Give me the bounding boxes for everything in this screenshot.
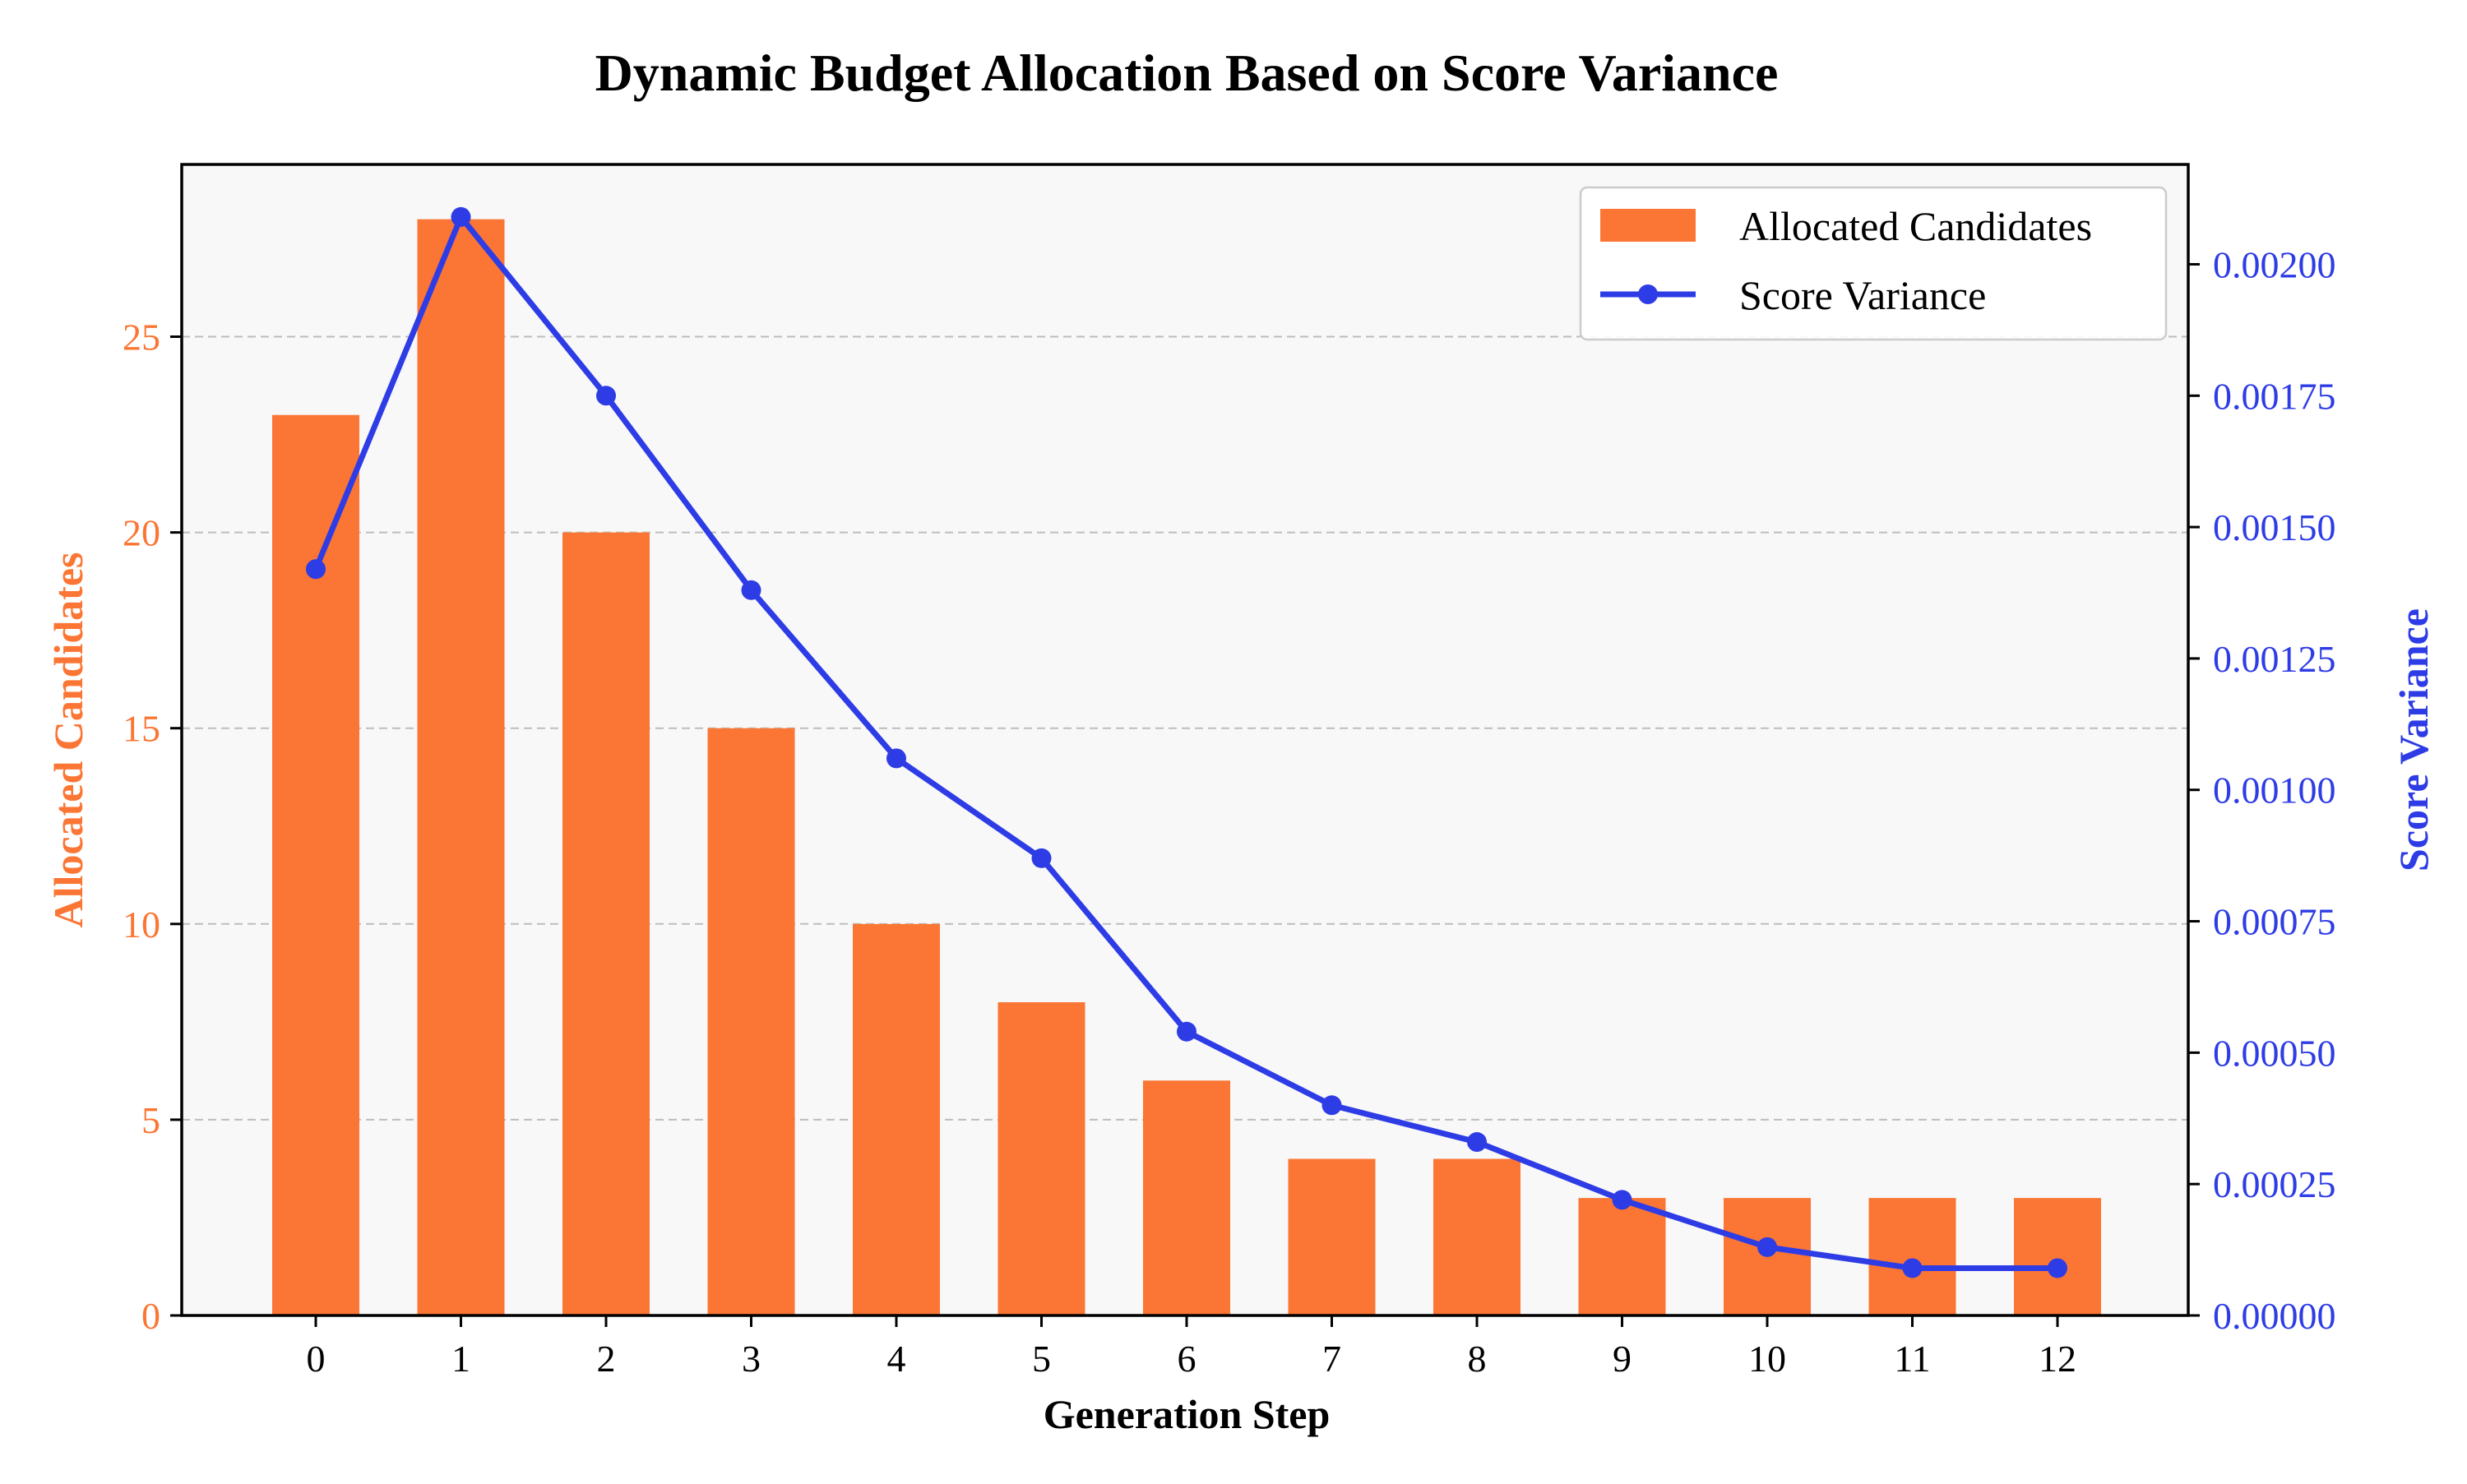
variance-point-step-3: [741, 580, 761, 600]
left-tick-label-25: 25: [123, 317, 160, 358]
variance-point-step-12: [2048, 1258, 2067, 1278]
x-tick-label-7: 7: [1322, 1338, 1341, 1380]
bar-step-2: [562, 532, 650, 1315]
x-tick-label-10: 10: [1748, 1338, 1786, 1380]
variance-point-step-11: [1902, 1258, 1923, 1278]
gridlines: [182, 335, 2188, 1121]
bar-step-6: [1143, 1080, 1230, 1315]
right-tick-label-0.00200: 0.00200: [2213, 243, 2336, 285]
x-tick-label-4: 4: [887, 1338, 906, 1380]
variance-point-step-2: [596, 386, 616, 406]
bar-series: [272, 219, 2101, 1316]
bar-step-5: [997, 1002, 1085, 1315]
left-tick-label-10: 10: [123, 904, 160, 945]
bar-step-1: [417, 219, 505, 1316]
left-tick-label-5: 5: [141, 1099, 160, 1141]
left-axis-label: Allocated Candidates: [45, 552, 91, 928]
x-tick-label-12: 12: [2039, 1338, 2076, 1380]
line-series: [306, 206, 2067, 1278]
x-axis-label: Generation Step: [1044, 1391, 1331, 1437]
bar-step-4: [853, 923, 940, 1315]
variance-point-step-0: [306, 559, 326, 580]
variance-point-step-8: [1467, 1132, 1487, 1153]
variance-point-step-10: [1757, 1237, 1777, 1257]
bar-step-3: [707, 728, 795, 1315]
left-tick-label-0: 0: [141, 1295, 160, 1337]
right-axis-label: Score Variance: [2391, 608, 2437, 871]
left-tick-label-20: 20: [123, 512, 160, 554]
right-tick-label-0.00125: 0.00125: [2213, 638, 2336, 680]
bar-step-12: [2014, 1198, 2101, 1315]
x-tick-label-5: 5: [1032, 1338, 1051, 1380]
legend-label-score-variance: Score Variance: [1739, 272, 1986, 318]
variance-point-step-7: [1321, 1095, 1342, 1116]
variance-point-step-9: [1612, 1190, 1632, 1210]
bar-step-8: [1433, 1158, 1520, 1315]
legend-label-allocated-candidates: Allocated Candidates: [1739, 203, 2092, 249]
variance-point-step-6: [1177, 1021, 1196, 1042]
x-axis: 0 1 2 3 4 5 6 7 8 9 10 11 12: [307, 1315, 2076, 1380]
variance-point-step-5: [1031, 848, 1052, 868]
right-tick-label-0.00150: 0.00150: [2213, 506, 2336, 548]
variance-point-step-1: [451, 206, 471, 227]
x-tick-label-3: 3: [742, 1338, 761, 1380]
legend: Allocated Candidates Score Variance: [1579, 186, 2168, 341]
legend-line-marker: [1638, 284, 1658, 304]
right-tick-label-0.00175: 0.00175: [2213, 375, 2336, 417]
chart-title: Dynamic Budget Allocation Based on Score…: [595, 44, 1779, 102]
x-tick-label-0: 0: [307, 1338, 326, 1380]
plot-frame: [180, 163, 2190, 1317]
x-tick-label-1: 1: [451, 1338, 470, 1380]
right-tick-label-0.00100: 0.00100: [2213, 770, 2336, 811]
x-tick-label-11: 11: [1894, 1338, 1930, 1380]
right-tick-label-0.00000: 0.00000: [2213, 1295, 2336, 1337]
variance-point-step-4: [886, 748, 906, 769]
bar-step-0: [272, 414, 359, 1315]
right-tick-label-0.00075: 0.00075: [2213, 901, 2336, 943]
x-tick-label-9: 9: [1613, 1338, 1632, 1380]
left-axis: 0 5 10 15 20 25: [123, 317, 182, 1337]
x-tick-label-2: 2: [597, 1338, 616, 1380]
right-tick-label-0.00050: 0.00050: [2213, 1032, 2336, 1074]
legend-frame: [1579, 186, 2168, 341]
left-tick-label-15: 15: [123, 708, 160, 750]
x-tick-label-6: 6: [1178, 1338, 1196, 1380]
right-axis: 0.00000 0.00025 0.00050 0.00075 0.00100 0.001…: [2188, 243, 2336, 1337]
bar-step-9: [1578, 1198, 1666, 1315]
bar-step-7: [1288, 1158, 1376, 1315]
bar-step-11: [1868, 1198, 1956, 1315]
legend-bar-swatch: [1600, 209, 1696, 242]
x-tick-label-8: 8: [1468, 1338, 1487, 1380]
right-tick-label-0.00025: 0.00025: [2213, 1163, 2336, 1205]
